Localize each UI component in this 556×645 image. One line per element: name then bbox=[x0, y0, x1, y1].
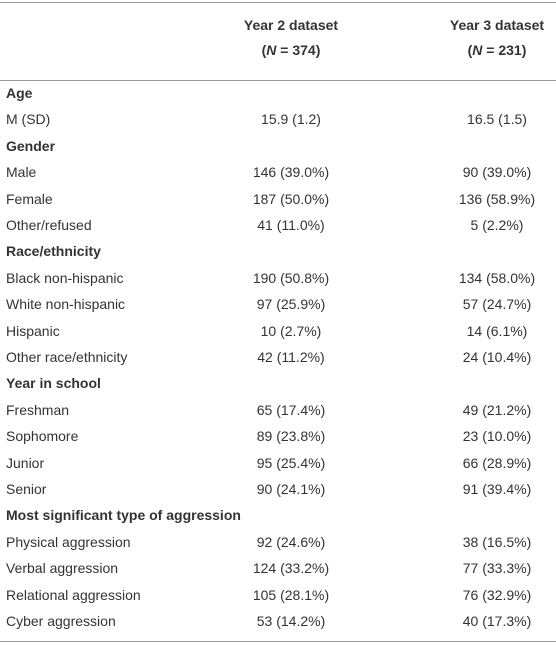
cell: 16.5 (1.5) bbox=[467, 111, 527, 128]
bottom-rule bbox=[0, 641, 556, 642]
row-label: Hispanic bbox=[6, 322, 60, 339]
cell: 49 (21.2%) bbox=[462, 401, 532, 418]
section-label: Age bbox=[6, 85, 33, 101]
cell: 124 (33.2%) bbox=[252, 560, 330, 577]
row-label: Verbal aggression bbox=[6, 560, 119, 577]
cell: 10 (2.7%) bbox=[260, 322, 322, 339]
cell: 57 (24.7%) bbox=[462, 296, 532, 313]
section-label: Race/ethnicity bbox=[6, 243, 101, 260]
column-n: (N = 374) bbox=[191, 41, 391, 59]
cell: 5 (2.2%) bbox=[470, 217, 524, 233]
cell: 91 (39.4%) bbox=[462, 481, 532, 497]
cell: 136 (58.9%) bbox=[458, 190, 536, 207]
top-rule bbox=[0, 2, 556, 3]
cell: 66 (28.9%) bbox=[462, 454, 532, 471]
column-n: (N = 231) bbox=[397, 41, 556, 59]
row-label: Physical aggression bbox=[6, 533, 131, 550]
cell: 146 (39.0%) bbox=[252, 164, 330, 181]
cell: 38 (16.5%) bbox=[462, 533, 532, 550]
column-title: Year 2 dataset bbox=[243, 17, 339, 33]
cell: 77 (33.3%) bbox=[462, 560, 532, 577]
cell: 97 (25.9%) bbox=[256, 296, 326, 313]
cell: 89 (23.8%) bbox=[256, 428, 326, 445]
row-label: Other race/ethnicity bbox=[6, 349, 128, 365]
section-label: Gender bbox=[6, 137, 56, 154]
n-part: N bbox=[472, 42, 483, 58]
row-label: Relational aggression bbox=[6, 586, 141, 603]
cell: 24 (10.4%) bbox=[462, 349, 532, 365]
section-label: Year in school bbox=[6, 375, 101, 392]
n-part: = 231) bbox=[482, 42, 527, 58]
column-title: Year 3 dataset bbox=[449, 17, 545, 33]
cell: 23 (10.0%) bbox=[462, 428, 532, 445]
cell: 42 (11.2%) bbox=[257, 349, 325, 365]
row-label: Sophomore bbox=[6, 428, 79, 445]
cell: 105 (28.1%) bbox=[252, 586, 330, 603]
cell: 187 (50.0%) bbox=[252, 190, 330, 207]
cell: 65 (17.4%) bbox=[256, 401, 326, 418]
row-label: Junior bbox=[6, 454, 45, 471]
cell: 53 (14.2%) bbox=[256, 613, 326, 629]
cell: 15.9 (1.2) bbox=[261, 111, 321, 128]
cell: 190 (50.8%) bbox=[252, 269, 330, 286]
section-label: Most significant type of aggression bbox=[6, 507, 241, 524]
row-label: Female bbox=[6, 190, 53, 207]
row-label: Senior bbox=[6, 481, 47, 497]
cell: 40 (17.3%) bbox=[462, 613, 532, 629]
row-label: M (SD) bbox=[6, 111, 51, 128]
cell: 76 (32.9%) bbox=[462, 586, 532, 603]
cell: 92 (24.6%) bbox=[256, 533, 326, 550]
n-part: N bbox=[266, 42, 277, 58]
row-label: Black non-hispanic bbox=[6, 269, 124, 286]
row-label: Other/refused bbox=[6, 217, 92, 233]
row-label: White non-hispanic bbox=[6, 296, 126, 313]
n-part: = 374) bbox=[276, 42, 321, 58]
row-label: Male bbox=[6, 164, 37, 181]
row-label: Freshman bbox=[6, 401, 70, 418]
row-label: Cyber aggression bbox=[6, 613, 116, 629]
cell: 41 (11.0%) bbox=[257, 217, 325, 233]
n-part: ( bbox=[467, 42, 473, 58]
cell: 14 (6.1%) bbox=[466, 322, 528, 339]
cell: 134 (58.0%) bbox=[458, 269, 536, 286]
header-rule bbox=[0, 80, 556, 81]
n-part: ( bbox=[261, 42, 267, 58]
cell: 90 (39.0%) bbox=[462, 164, 532, 181]
cell: 95 (25.4%) bbox=[256, 454, 326, 471]
cell: 90 (24.1%) bbox=[256, 481, 326, 497]
